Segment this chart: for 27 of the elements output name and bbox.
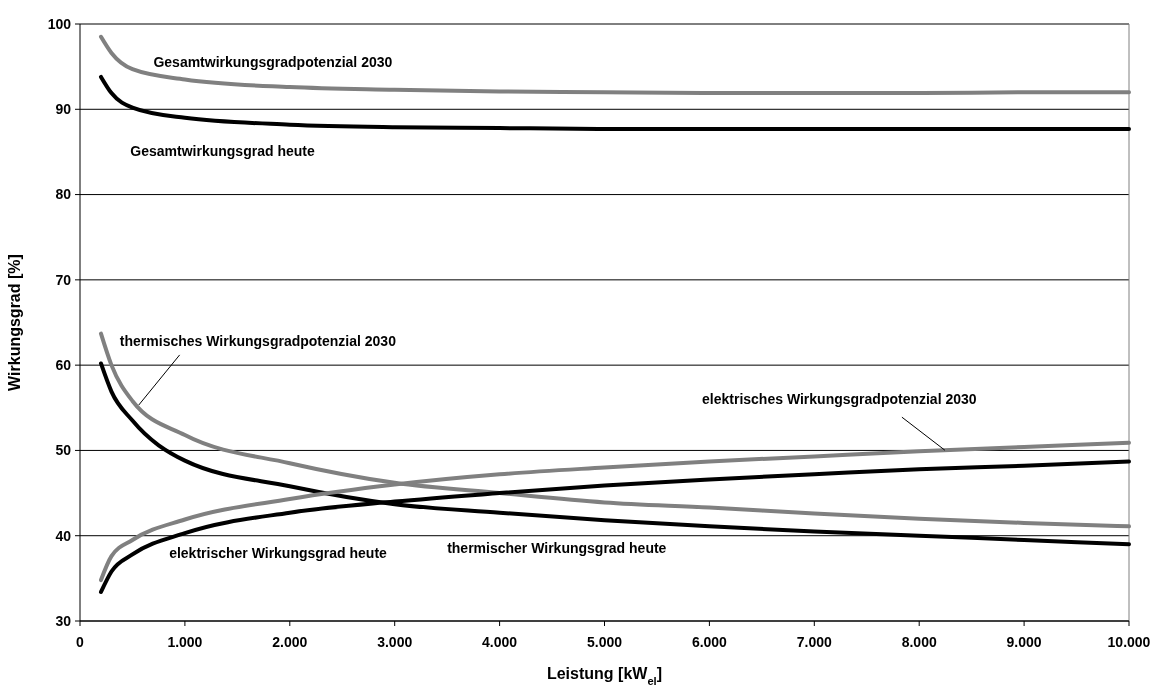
series-label: Gesamtwirkungsgradpotenzial 2030 xyxy=(153,53,393,70)
y-tick-label: 40 xyxy=(55,527,72,544)
x-tick-label: 8.000 xyxy=(901,634,937,650)
y-tick-label: 100 xyxy=(47,15,72,32)
x-tick-label: 5.000 xyxy=(586,634,623,650)
x-tick-label: 0 xyxy=(76,634,85,650)
x-tick-label: 1.000 xyxy=(167,634,203,650)
x-tick-label: 6.000 xyxy=(691,634,728,650)
series-label: thermisches Wirkungsgradpotenzial 2030 xyxy=(119,333,397,350)
x-tick-label: 10.000 xyxy=(1107,634,1151,650)
y-tick-label: 70 xyxy=(55,271,72,288)
x-axis-title: Leistung [kW$_{el}$] xyxy=(546,665,663,687)
y-tick-label: 30 xyxy=(55,612,72,629)
x-tick-label: 7.000 xyxy=(796,634,833,650)
y-tick-label: 50 xyxy=(55,442,72,459)
text: elektrisches Wirkungsgradpotenzial 2030 xyxy=(702,390,977,407)
x-tick-label: 3.000 xyxy=(377,634,413,650)
series-label: Gesamtwirkungsgrad heute xyxy=(130,143,315,160)
y-tick-label: 60 xyxy=(55,357,72,374)
y-tick-label: 90 xyxy=(55,101,72,118)
series-label: elektrischer Wirkungsgrad heute xyxy=(169,544,388,561)
x-tick-label: 9.000 xyxy=(1006,634,1042,650)
x-tick-label: 4.000 xyxy=(482,634,518,650)
y-axis-title: Wirkungsgrad [%] xyxy=(6,254,23,391)
y-tick-label: 80 xyxy=(55,186,72,203)
series-label: thermischer Wirkungsgrad heute xyxy=(447,539,667,556)
x-tick-label: 2.000 xyxy=(272,634,308,650)
